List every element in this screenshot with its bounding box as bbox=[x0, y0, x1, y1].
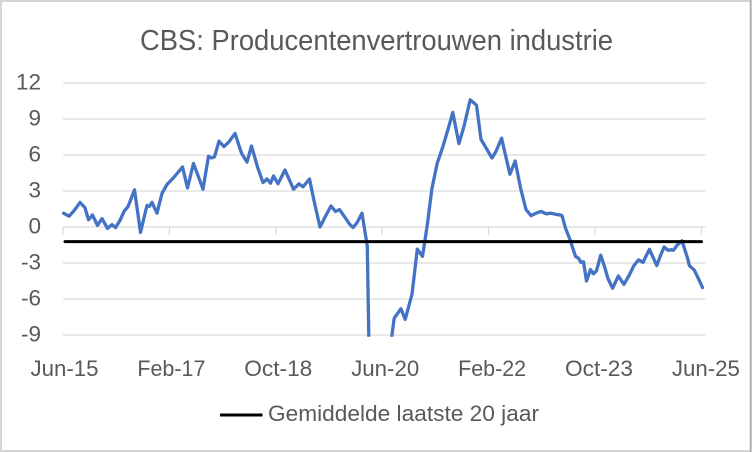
svg-text:Feb-22: Feb-22 bbox=[458, 356, 526, 381]
svg-text:-6: -6 bbox=[21, 286, 41, 311]
svg-text:-3: -3 bbox=[21, 250, 41, 275]
svg-text:Jun-20: Jun-20 bbox=[351, 356, 419, 381]
svg-text:Jun-15: Jun-15 bbox=[31, 356, 99, 381]
svg-text:12: 12 bbox=[16, 70, 41, 95]
svg-text:Jun-25: Jun-25 bbox=[672, 356, 740, 381]
svg-text:Oct-23: Oct-23 bbox=[565, 356, 633, 381]
svg-text:-9: -9 bbox=[21, 322, 41, 347]
svg-text:3: 3 bbox=[28, 178, 41, 203]
svg-text:Oct-18: Oct-18 bbox=[244, 356, 312, 381]
svg-text:Gemiddelde laatste 20 jaar: Gemiddelde laatste 20 jaar bbox=[268, 401, 540, 426]
svg-text:9: 9 bbox=[28, 106, 41, 131]
svg-text:0: 0 bbox=[28, 214, 41, 239]
svg-text:6: 6 bbox=[28, 142, 41, 167]
svg-text:CBS: Producentenvertrouwen ind: CBS: Producentenvertrouwen industrie bbox=[140, 25, 613, 57]
svg-text:Feb-17: Feb-17 bbox=[137, 356, 205, 381]
